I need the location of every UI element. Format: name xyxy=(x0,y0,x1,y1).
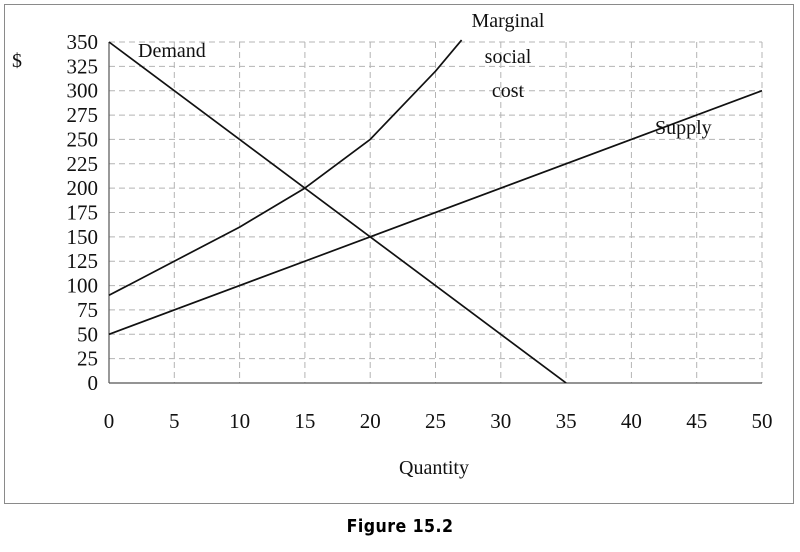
y-tick-label: 50 xyxy=(77,322,98,346)
y-axis-label: $ xyxy=(12,50,22,72)
y-tick-label: 225 xyxy=(67,152,99,176)
y-tick-label: 275 xyxy=(67,103,99,127)
y-tick-label: 75 xyxy=(77,298,98,322)
y-tick-label: 0 xyxy=(88,371,99,395)
chart-svg: 0255075100125150175200225250275300325350… xyxy=(12,10,773,479)
x-tick-label: 40 xyxy=(621,409,642,433)
chart-frame xyxy=(4,4,794,504)
x-tick-label: 5 xyxy=(169,409,180,433)
y-tick-label: 25 xyxy=(77,347,98,371)
y-tick-label: 150 xyxy=(67,225,99,249)
x-tick-label: 15 xyxy=(294,409,315,433)
series-label-msc-line2: social xyxy=(485,46,532,68)
x-axis-label: Quantity xyxy=(399,457,469,479)
figure-caption: Figure 15.2 xyxy=(346,516,454,537)
y-tick-label: 200 xyxy=(67,176,99,200)
y-tick-label: 100 xyxy=(67,274,99,298)
x-tick-label: 50 xyxy=(752,409,773,433)
y-tick-label: 175 xyxy=(67,201,99,225)
y-tick-label: 250 xyxy=(67,127,99,151)
x-tick-label: 35 xyxy=(556,409,577,433)
series-label-msc-line1: Marginal xyxy=(472,10,545,32)
x-tick-label: 25 xyxy=(425,409,446,433)
tick-labels: 0255075100125150175200225250275300325350… xyxy=(67,30,773,433)
series-label-msc-line3: cost xyxy=(492,80,525,102)
y-tick-label: 325 xyxy=(67,54,99,78)
series-line-demand xyxy=(108,41,567,383)
axes xyxy=(108,42,762,384)
series-lines xyxy=(108,39,763,383)
y-tick-label: 350 xyxy=(67,30,99,54)
grid xyxy=(109,41,763,383)
x-tick-label: 45 xyxy=(686,409,707,433)
x-tick-label: 30 xyxy=(490,409,511,433)
series-line-marginal-social-cost xyxy=(108,39,463,297)
series-label-demand: Demand xyxy=(138,40,206,62)
x-tick-label: 10 xyxy=(229,409,250,433)
x-tick-label: 20 xyxy=(360,409,381,433)
y-tick-label: 125 xyxy=(67,249,99,273)
x-tick-label: 0 xyxy=(104,409,115,433)
y-tick-label: 300 xyxy=(67,79,99,103)
series-label-supply: Supply xyxy=(655,117,712,139)
series-line-supply xyxy=(108,89,763,336)
